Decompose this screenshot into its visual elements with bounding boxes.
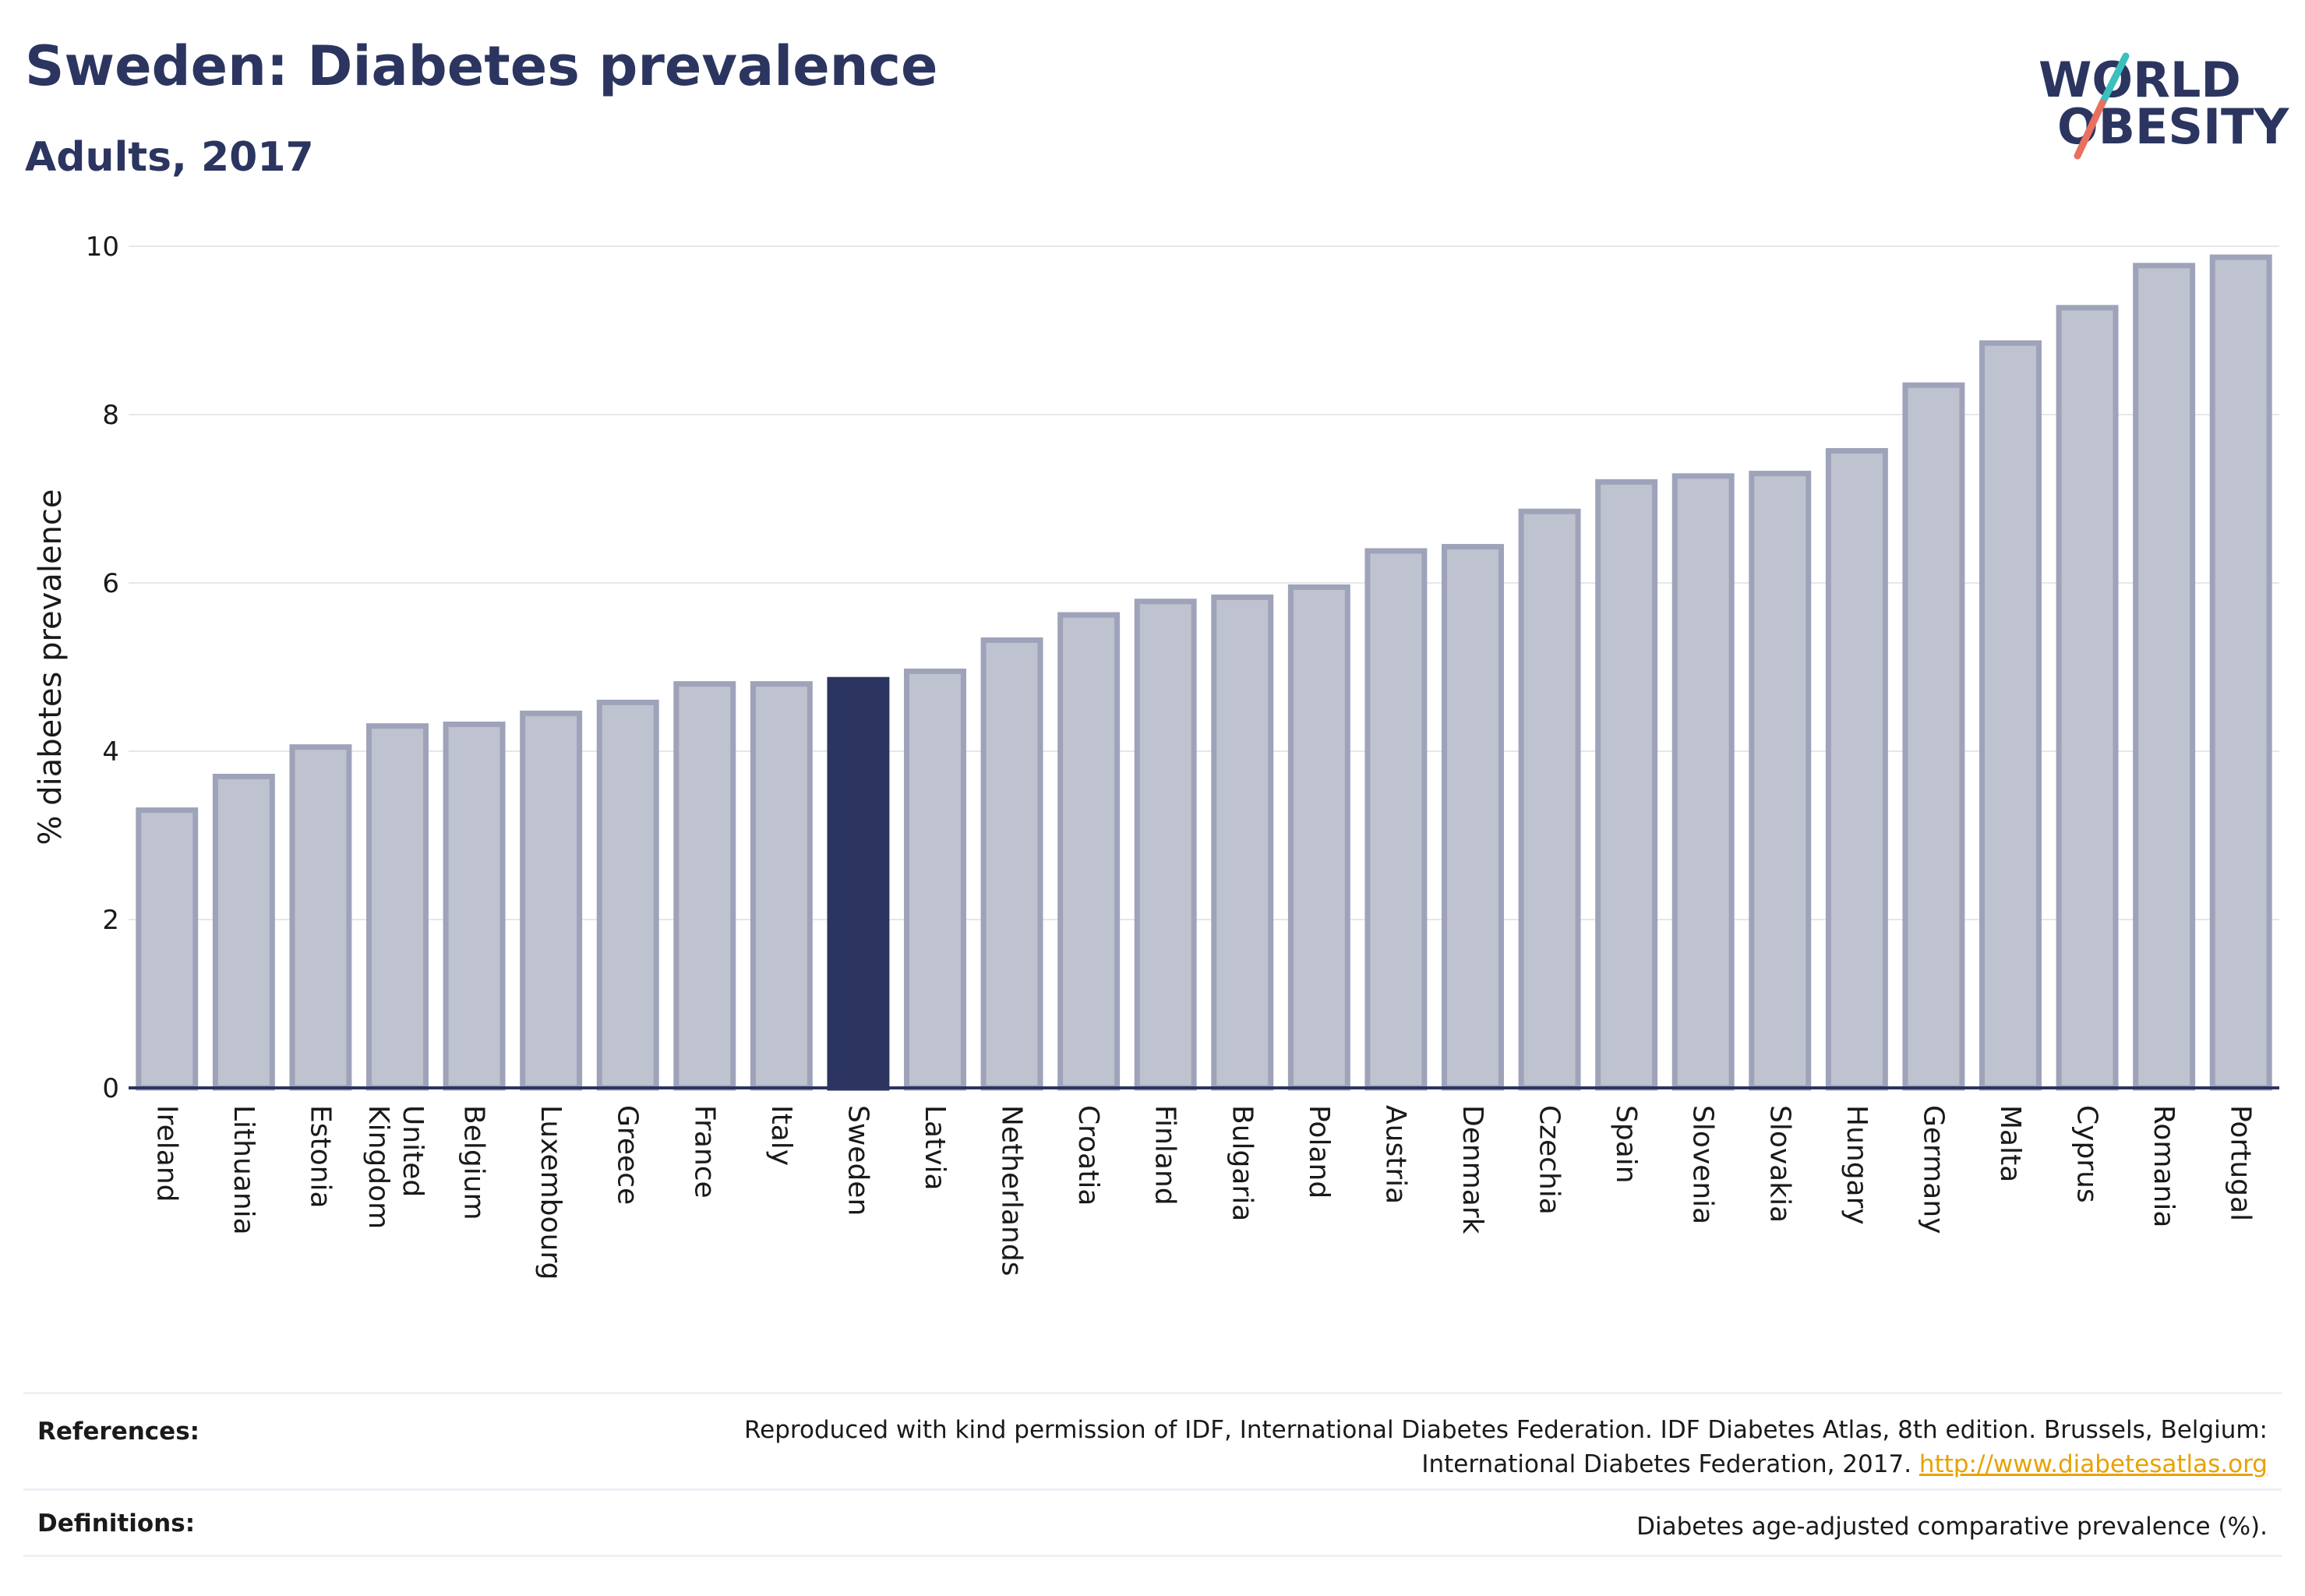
bar-bulgaria [1211,594,1274,1091]
bar-belgium [443,721,506,1091]
bar-portugal [2209,254,2272,1091]
x-tick-label: Ireland [150,1105,182,1202]
references-line-2: International Diabetes Federation, 2017.… [744,1447,2268,1481]
x-tick-label: Portugal [2225,1105,2257,1221]
x-tick-label: Czechia [1534,1105,1565,1215]
bar-lithuania [212,773,275,1091]
x-tick-label: Netherlands [996,1105,1028,1276]
x-tick-label: Cyprus [2071,1105,2103,1203]
bar-latvia [904,668,966,1091]
logo-slash-teal [2099,52,2130,107]
chart-title: Sweden: Diabetes prevalence [25,34,938,98]
bar-spain [1595,478,1658,1091]
x-tick-label: Romania [2148,1105,2180,1227]
bar-hungary [1825,447,1888,1091]
bar-finland [1134,598,1197,1091]
bars [136,254,2272,1091]
x-tick-label: UnitedKingdom [362,1105,429,1229]
y-axis-label: % diabetes prevalence [33,489,69,845]
bar-greece [596,699,659,1091]
logo-slash-coral [2074,99,2106,160]
x-tick-label: Spain [1610,1105,1642,1184]
x-tick-label: Hungary [1841,1105,1873,1225]
bar-ireland [136,807,199,1091]
x-tick-label: Slovakia [1763,1105,1795,1223]
bar-france [673,681,736,1091]
bar-italy [750,681,813,1091]
x-tick-label: Lithuania [228,1105,259,1235]
bar-united-kingdom [366,723,429,1091]
references-row: References: Reproduced with kind permiss… [23,1392,2282,1491]
x-tick-label: Greece [612,1105,644,1205]
bar-denmark [1442,544,1504,1091]
bar-romania [2133,263,2196,1091]
references-label: References: [37,1418,200,1446]
footer: References: Reproduced with kind permiss… [23,1392,2282,1557]
x-tick-label: Germany [1917,1105,1949,1234]
y-tick-label: 10 [86,231,119,263]
y-tick-label: 6 [102,568,119,599]
y-tick-label: 4 [102,736,119,768]
x-tick-label: Luxembourg [535,1105,567,1280]
x-tick-label: Belgium [458,1105,490,1220]
x-tick-label: Estonia [304,1105,336,1209]
bar-estonia [289,744,352,1091]
x-tick-label: Croatia [1072,1105,1104,1206]
x-tick-label: Sweden [842,1105,874,1216]
references-line-2-text: International Diabetes Federation, 2017. [1421,1450,1912,1478]
bar-croatia [1057,612,1121,1091]
diabetes-atlas-link[interactable]: http://www.diabetesatlas.org [1918,1450,2268,1478]
bar-germany [1902,382,1965,1091]
world-obesity-logo: WORLD OBESITY [2038,51,2289,160]
y-tick-label: 8 [102,400,119,431]
x-tick-label: Denmark [1456,1105,1488,1234]
definitions-row: Definitions: Diabetes age-adjusted compa… [23,1488,2282,1557]
x-tick-label: Latvia [919,1105,951,1191]
bar-luxembourg [520,710,583,1091]
bar-cyprus [2056,305,2119,1091]
bar-chart: 0 2 4 6 8 10 Ireland Lithuania Estonia UnitedKing… [33,231,2279,1280]
references-text: Reproduced with kind permission of IDF, … [744,1413,2268,1481]
bar-netherlands [980,637,1043,1091]
x-tick-label: Finland [1149,1105,1181,1206]
bar-austria [1364,548,1428,1091]
definitions-label: Definitions: [37,1509,196,1538]
bar-poland [1287,584,1350,1091]
references-line-1: Reproduced with kind permission of IDF, … [744,1416,2268,1444]
bar-slovakia [1749,471,1812,1091]
x-tick-label: Bulgaria [1226,1105,1258,1221]
y-tick-label: 0 [102,1073,119,1104]
labels: 0 2 4 6 8 10 Ireland Lithuania Estonia UnitedKing… [33,231,2257,1280]
bar-czechia [1518,508,1581,1091]
x-tick-label: Malta [1994,1105,2026,1182]
x-tick-label: Austria [1379,1105,1411,1204]
bar-slovenia [1671,473,1735,1091]
x-tick-label: France [688,1105,720,1199]
x-tick-label: Poland [1303,1105,1335,1199]
chart-subtitle: Adults, 2017 [25,134,314,181]
x-tick-label: Slovenia [1687,1105,1719,1224]
bar-sweden [827,676,890,1091]
logo-word-obesity: OBESITY [2057,98,2289,155]
definitions-text: Diabetes age-adjusted comparative preval… [1636,1513,2268,1541]
bar-malta [1979,340,2042,1091]
logo-word-world: WORLD [2038,51,2241,108]
x-tick-label: Italy [765,1105,797,1166]
y-tick-label: 2 [102,905,119,936]
